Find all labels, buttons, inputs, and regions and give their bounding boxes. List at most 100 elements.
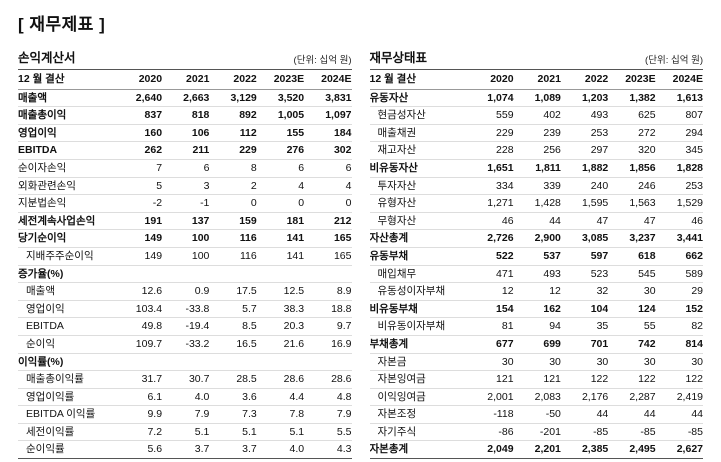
cell-value: 82 [655, 317, 703, 336]
cell-value: 7.9 [162, 405, 210, 424]
row-label: 재고자산 [369, 141, 467, 160]
cell-value: 49.8 [114, 317, 163, 336]
cell-value: -19.4 [162, 317, 210, 336]
row-label: 투자자산 [369, 177, 467, 196]
cell-value: 297 [560, 141, 609, 160]
cell-value: 3,441 [655, 229, 703, 248]
cell-value: 16.5 [209, 335, 257, 354]
table-row: EBITDA 262 211 229 276 302 [18, 141, 352, 160]
column-header-year: 2023E [256, 69, 305, 90]
cell-value [304, 353, 352, 372]
cell-value: 320 [608, 141, 656, 160]
cell-value: 5.1 [256, 423, 305, 442]
cell-value: 3.7 [209, 440, 257, 460]
cell-value: 814 [655, 335, 703, 354]
cell-value: 1,613 [655, 89, 703, 108]
cell-value: -1 [162, 194, 210, 213]
cell-value: 154 [466, 300, 514, 319]
row-label: 매입채무 [369, 265, 467, 284]
row-label: EBITDA [18, 141, 115, 160]
cell-value: 3 [162, 177, 210, 196]
cell-value: 3,520 [256, 89, 305, 108]
cell-value: 21.6 [256, 335, 305, 354]
row-label: 당기순이익 [18, 229, 115, 248]
cell-value: 149 [114, 229, 163, 248]
cell-value: -201 [513, 423, 561, 442]
cell-value: 160 [114, 124, 163, 143]
table-row: 비유동이자부채 81 94 35 55 82 [369, 317, 703, 336]
cell-value: 44 [560, 405, 609, 424]
row-label: 영업이익 [18, 300, 115, 319]
row-label: 순이익률 [18, 440, 115, 460]
balance-sheet-unit-label: (단위: 십억 원) [645, 55, 703, 66]
table-row: 영업이익 103.4 -33.8 5.7 38.3 18.8 [18, 300, 352, 319]
table-row: 매출총이익률 31.7 30.7 28.5 28.6 28.6 [18, 370, 352, 389]
cell-value: 229 [466, 124, 514, 143]
cell-value: 4.0 [256, 440, 305, 460]
cell-value: 7.3 [209, 405, 257, 424]
cell-value: 100 [162, 229, 210, 248]
row-label: 자본금 [369, 353, 467, 372]
row-label: 이익률(%) [18, 353, 115, 372]
cell-value: 339 [513, 177, 561, 196]
cell-value: -50 [513, 405, 561, 424]
cell-value: 229 [209, 141, 257, 160]
row-label: 자본잉여금 [369, 370, 467, 389]
column-header-year: 2022 [560, 69, 609, 90]
cell-value: 1,203 [560, 89, 609, 108]
cell-value: 4 [304, 177, 352, 196]
cell-value: 5.6 [114, 440, 163, 460]
table-row: 영업이익 160 106 112 155 184 [18, 124, 352, 143]
row-label: 매출총이익률 [18, 370, 115, 389]
balance-sheet-section: 재무상태표 (단위: 십억 원) 12 월 결산 2020 2021 2022 2023… [369, 47, 703, 460]
cell-value: 3,129 [209, 89, 257, 108]
cell-value: 699 [513, 335, 561, 354]
cell-value: 662 [655, 247, 703, 266]
row-label: 부채총계 [369, 335, 467, 354]
table-row: 매입채무 471 493 523 545 589 [369, 265, 703, 284]
cell-value: 3.6 [209, 388, 257, 407]
table-row: 당기순이익 149 100 116 141 165 [18, 229, 352, 248]
cell-value: 1,651 [466, 159, 514, 178]
cell-value: 334 [466, 177, 514, 196]
cell-value: 35 [560, 317, 609, 336]
cell-value: 28.5 [209, 370, 257, 389]
cell-value: 28.6 [256, 370, 305, 389]
cell-value: 162 [513, 300, 561, 319]
cell-value: -85 [655, 423, 703, 442]
cell-value: 121 [466, 370, 514, 389]
cell-value [162, 353, 210, 372]
cell-value: -33.2 [162, 335, 210, 354]
row-label: 세전계속사업손익 [18, 212, 115, 231]
table-row: 비유동부채 154 162 104 124 152 [369, 300, 703, 319]
cell-value: 191 [114, 212, 163, 231]
cell-value: 46 [466, 212, 514, 231]
cell-value: 3.7 [162, 440, 210, 460]
cell-value: 2,900 [513, 229, 561, 248]
table-row: 순이자손익 7 6 8 6 6 [18, 159, 352, 178]
cell-value: 165 [304, 247, 352, 266]
row-label: 순이자손익 [18, 159, 115, 178]
table-row: 매출액 2,640 2,663 3,129 3,520 3,831 [18, 89, 352, 108]
table-row: 이익률(%) [18, 353, 352, 372]
cell-value: 5.5 [304, 423, 352, 442]
cell-value: 152 [655, 300, 703, 319]
table-row: 자본조정 -118 -50 44 44 44 [369, 405, 703, 424]
row-label: 영업이익률 [18, 388, 115, 407]
cell-value: 100 [162, 247, 210, 266]
row-label: 지배주주순이익 [18, 247, 115, 266]
cell-value: 116 [209, 247, 257, 266]
cell-value: 471 [466, 265, 514, 284]
cell-value: 2,083 [513, 388, 561, 407]
table-row: 재고자산 228 256 297 320 345 [369, 141, 703, 160]
cell-value: 155 [256, 124, 305, 143]
cell-value: 2,049 [466, 440, 514, 460]
column-header-year: 2024E [655, 69, 703, 90]
cell-value: -85 [608, 423, 656, 442]
row-label: 외화관련손익 [18, 177, 115, 196]
cell-value: 7.2 [114, 423, 163, 442]
cell-value: 1,595 [560, 194, 609, 213]
cell-value: 55 [608, 317, 656, 336]
cell-value: 345 [655, 141, 703, 160]
cell-value: 122 [560, 370, 609, 389]
